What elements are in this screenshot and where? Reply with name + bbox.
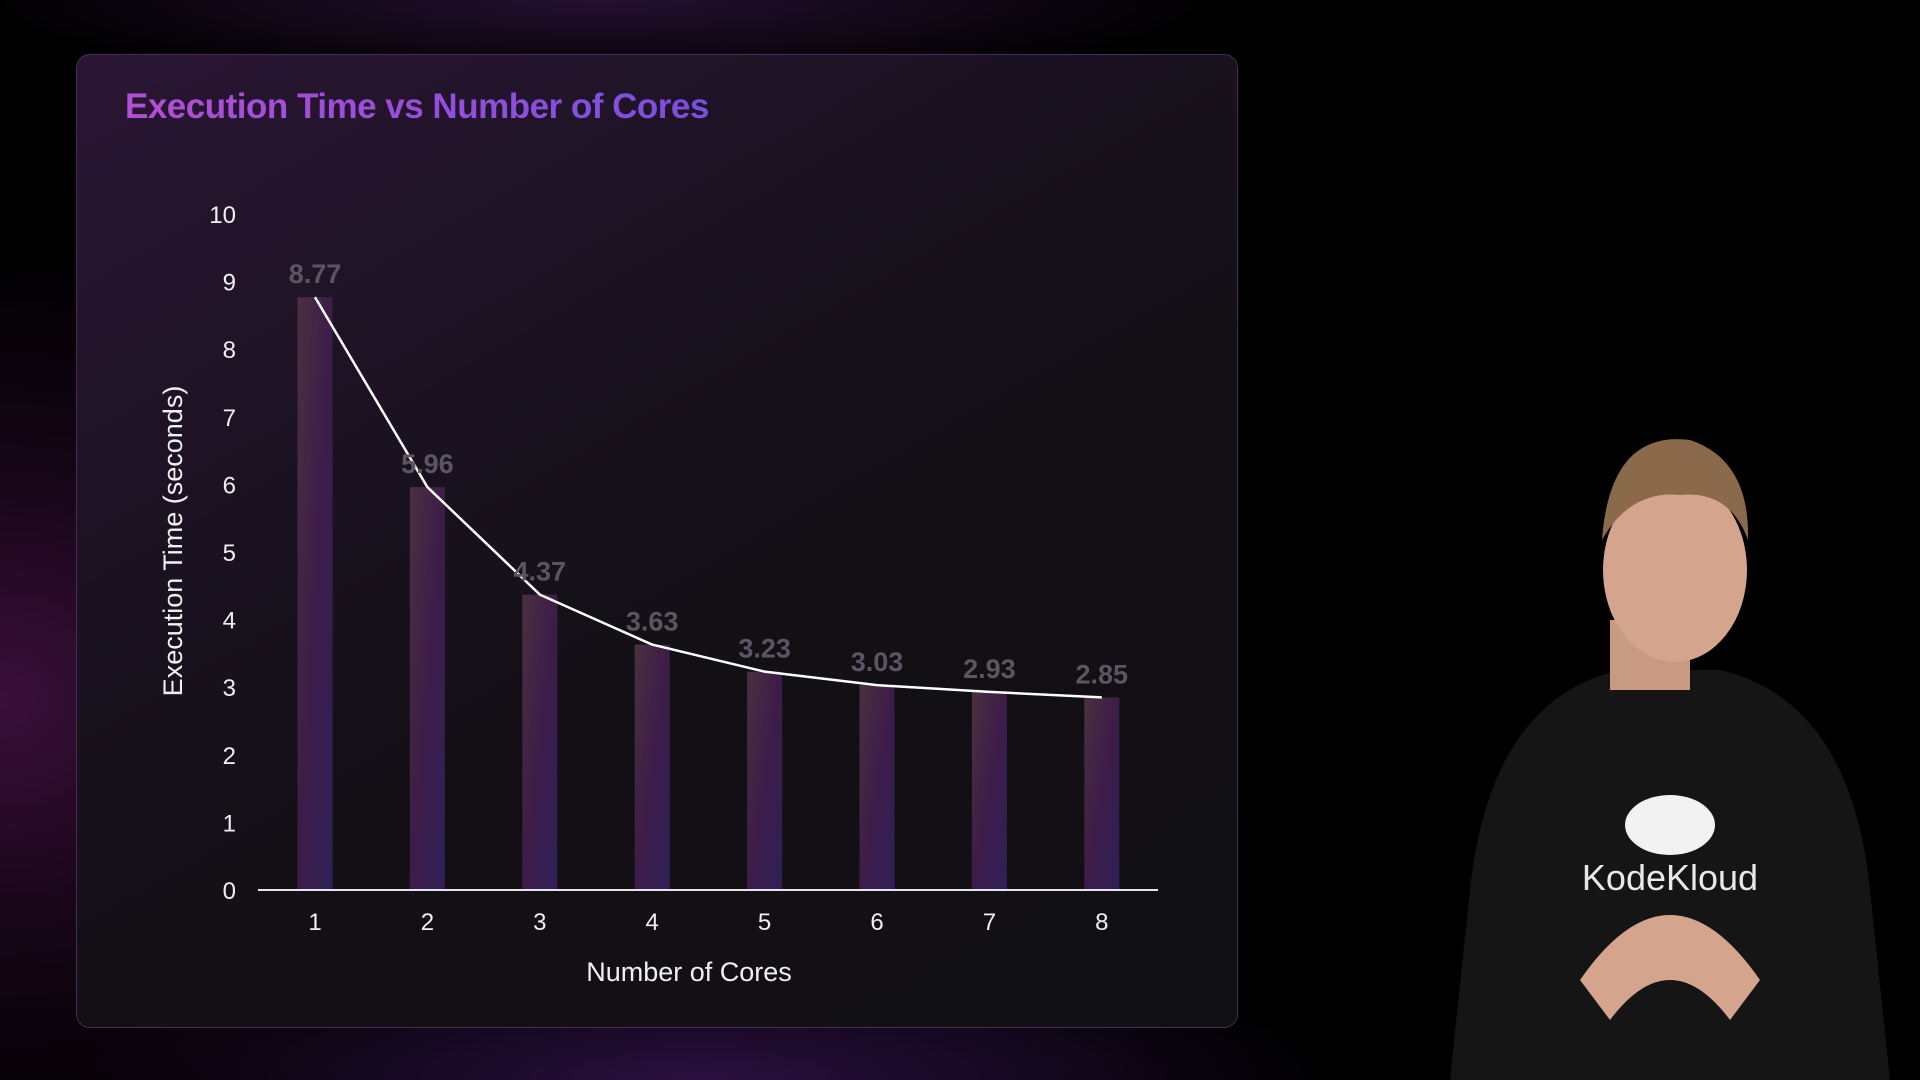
x-tick-label: 6: [870, 909, 883, 936]
presenter-video: KodeKloud: [1430, 420, 1910, 1080]
bar-4: [634, 644, 670, 890]
data-label: 3.63: [626, 607, 679, 637]
x-tick-label: 8: [1095, 909, 1108, 936]
bar-1: [297, 297, 333, 890]
y-tick-label: 6: [223, 472, 236, 499]
y-tick-label: 9: [223, 270, 236, 297]
x-axis-label: Number of Cores: [586, 957, 792, 987]
presenter-head: [1603, 478, 1747, 662]
bar-8: [1084, 697, 1120, 890]
x-tick-label: 2: [421, 909, 434, 936]
x-tick-label: 3: [533, 909, 546, 936]
bar-3: [522, 594, 558, 890]
x-tick-label: 5: [758, 909, 771, 936]
data-label: 3.03: [851, 647, 904, 677]
shirt-logo: KodeKloud: [1582, 857, 1758, 898]
y-tick-label: 4: [223, 608, 236, 635]
chart-title: Execution Time vs Number of Cores: [125, 87, 709, 126]
data-label: 5.96: [401, 449, 454, 479]
y-tick-label: 5: [223, 540, 236, 567]
y-tick-label: 10: [209, 202, 236, 229]
data-label: 2.93: [963, 654, 1016, 684]
y-tick-label: 0: [223, 878, 236, 905]
data-label: 2.85: [1076, 659, 1129, 689]
data-label: 3.23: [738, 634, 791, 664]
y-tick-label: 1: [223, 810, 236, 837]
bar-6: [859, 685, 895, 890]
x-tick-label: 4: [646, 909, 659, 936]
trend-line: [313, 296, 1102, 699]
presenter-body: [1450, 670, 1890, 1080]
y-tick-label: 8: [223, 337, 236, 364]
y-tick-label: 7: [223, 405, 236, 432]
data-label: 4.37: [514, 557, 567, 587]
bar-2: [409, 487, 445, 890]
y-tick-label: 3: [223, 675, 236, 702]
bar-5: [747, 671, 783, 890]
y-tick-label: 2: [223, 743, 236, 770]
data-label: 8.77: [289, 259, 342, 289]
y-axis-label: Execution Time (seconds): [158, 386, 188, 697]
x-tick-label: 7: [983, 909, 996, 936]
bar-7: [971, 691, 1007, 890]
x-tick-label: 1: [308, 909, 321, 936]
